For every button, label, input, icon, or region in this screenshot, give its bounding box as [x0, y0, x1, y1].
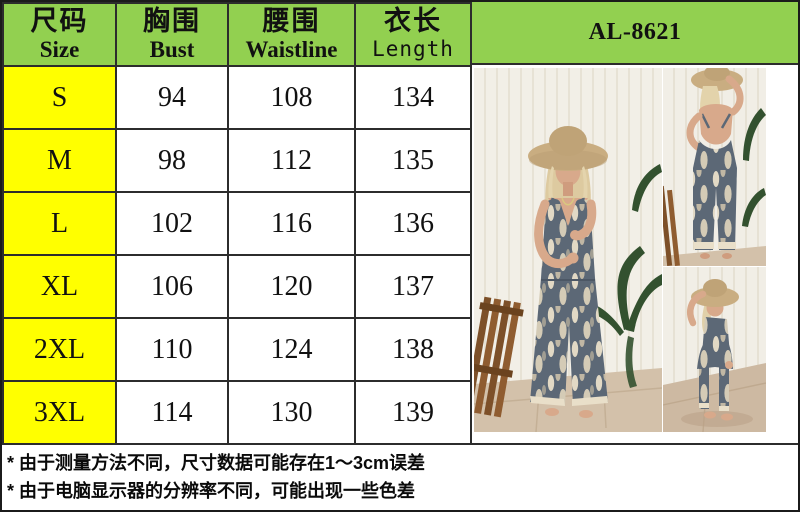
bust-value: 102	[115, 191, 229, 256]
jumpsuit-back	[693, 140, 737, 250]
foot	[721, 413, 733, 421]
column-header-length-zh: 衣长	[384, 6, 442, 36]
model-front	[528, 126, 608, 418]
table-row: S 94 108 134	[2, 65, 472, 130]
floor	[474, 368, 662, 432]
table-row: M 98 112 135	[2, 128, 472, 193]
foot	[545, 408, 559, 416]
straw-hat-crown	[703, 279, 727, 297]
column-header-waistline-en: Waistline	[245, 37, 338, 62]
column-header-size-en: Size	[39, 37, 80, 62]
size-label: M	[2, 128, 117, 193]
table-row: L 102 116 136	[2, 191, 472, 256]
column-header-waistline: 腰围 Waistline	[227, 2, 356, 67]
hand-on-knee	[725, 361, 733, 369]
jumpsuit-bodice	[541, 199, 595, 278]
pant-cuff	[719, 406, 729, 411]
table-row: XL 106 120 137	[2, 254, 472, 319]
column-header-bust-en: Bust	[149, 37, 195, 62]
waistline-value: 116	[227, 191, 356, 256]
column-header-bust: 胸围 Bust	[115, 2, 229, 67]
sitting-photo-illustration	[663, 267, 766, 432]
product-code: AL-8621	[588, 19, 682, 45]
product-photo-sitting	[663, 267, 766, 432]
shin	[719, 365, 729, 411]
raised-arm	[725, 75, 744, 116]
table-row: 2XL 110 124 138	[2, 317, 472, 382]
waistline-value: 120	[227, 254, 356, 319]
length-value: 135	[354, 128, 472, 193]
neck	[563, 182, 573, 196]
product-photo-back	[663, 68, 766, 266]
waistline-value: 112	[227, 128, 356, 193]
bust-value: 110	[115, 317, 229, 382]
waistline-value: 108	[227, 65, 356, 130]
right-arm	[534, 199, 577, 269]
table-bottom-border	[2, 443, 798, 445]
length-value: 138	[354, 317, 472, 382]
pant-cuff	[718, 242, 736, 249]
pant-cuff	[530, 396, 565, 406]
waistline-value: 130	[227, 380, 356, 445]
length-value: 136	[354, 191, 472, 256]
table-header-row: 尺码 Size 胸围 Bust 腰围 Waistline 衣长 Length	[2, 2, 472, 67]
bust-value: 94	[115, 65, 229, 130]
note-measurement-tolerance: * 由于测量方法不同，尺寸数据可能存在1～3cm误差	[7, 453, 426, 473]
wooden-bench	[474, 296, 524, 418]
foot	[579, 410, 593, 418]
length-value: 139	[354, 380, 472, 445]
model-back	[686, 68, 744, 259]
bust-value: 114	[115, 380, 229, 445]
column-header-length-en: Length	[372, 37, 454, 61]
column-header-waistline-zh: 腰围	[262, 6, 321, 36]
column-header-size: 尺码 Size	[2, 2, 117, 67]
foot	[700, 253, 710, 259]
bust-value: 98	[115, 128, 229, 193]
column-header-bust-zh: 胸围	[143, 6, 201, 36]
notes: * 由于测量方法不同，尺寸数据可能存在1～3cm误差 * 由于电脑显示器的分辨率…	[7, 449, 794, 505]
front-photo-illustration	[474, 68, 662, 432]
product-code-banner: AL-8621	[470, 2, 798, 65]
length-value: 137	[354, 254, 472, 319]
table-row: 3XL 114 130 139	[2, 380, 472, 445]
product-photo-collage	[474, 68, 766, 432]
size-label: 2XL	[2, 317, 117, 382]
knee	[697, 341, 715, 369]
palm-plant	[742, 108, 766, 227]
straps	[700, 113, 732, 129]
bent-arm	[686, 112, 703, 152]
back	[699, 104, 733, 145]
pant-cuff	[572, 396, 608, 406]
necklace	[561, 197, 575, 206]
waistline-value: 124	[227, 317, 356, 382]
foot	[704, 411, 716, 419]
model-sitting	[687, 279, 739, 421]
floor-shadow	[681, 411, 753, 427]
column-header-length: 衣长 Length	[354, 2, 472, 67]
floor	[663, 246, 766, 266]
size-table: 尺码 Size 胸围 Bust 腰围 Waistline 衣长 Length	[2, 2, 472, 445]
length-value: 134	[354, 65, 472, 130]
jumpsuit-pants	[530, 278, 608, 405]
straw-hat-crown	[704, 68, 730, 81]
pant-cuff	[699, 403, 709, 408]
folding-chair	[663, 185, 680, 266]
pant-cuff	[694, 242, 714, 249]
product-photo-front	[474, 68, 662, 432]
shin	[699, 365, 709, 409]
size-label: XL	[2, 254, 117, 319]
size-label: L	[2, 191, 117, 256]
bust-value: 106	[115, 254, 229, 319]
straw-hat-crown	[549, 126, 587, 156]
arm-touching-hat	[687, 290, 707, 327]
note-color-difference: * 由于电脑显示器的分辨率不同，可能出现一些色差	[7, 481, 416, 501]
size-label: S	[2, 65, 117, 130]
foot	[722, 253, 732, 259]
column-header-size-zh: 尺码	[30, 6, 89, 36]
size-label: 3XL	[2, 380, 117, 445]
back-photo-illustration	[663, 68, 766, 266]
